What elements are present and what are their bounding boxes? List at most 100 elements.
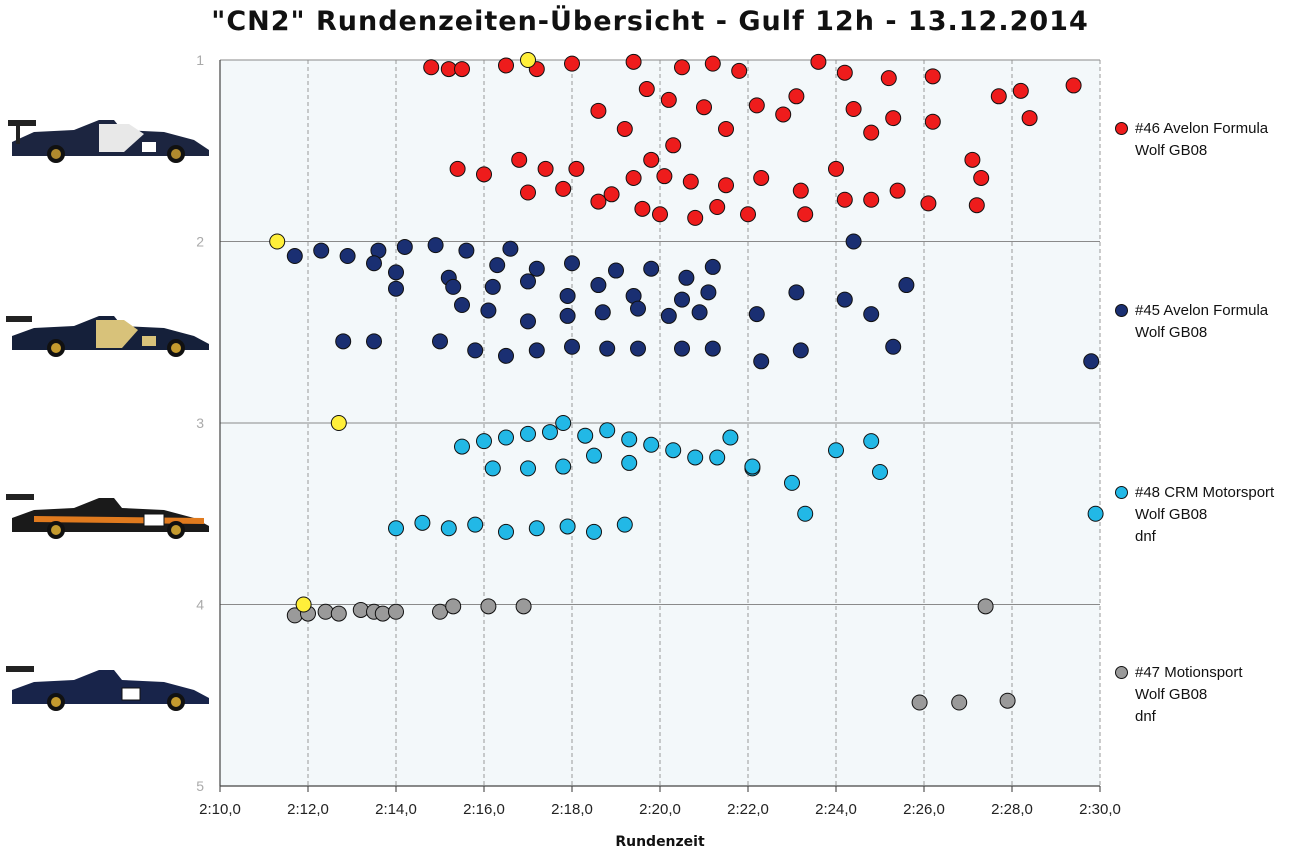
data-point <box>638 81 655 98</box>
data-point <box>863 191 880 208</box>
data-point <box>476 166 492 183</box>
data-point <box>660 91 677 108</box>
data-point <box>374 605 391 622</box>
data-point <box>731 62 748 79</box>
data-point <box>643 151 660 168</box>
data-point <box>577 427 594 444</box>
data-point <box>674 291 690 308</box>
data-point <box>1021 110 1038 127</box>
data-point <box>889 182 906 199</box>
data-point <box>797 206 814 223</box>
data-point <box>388 603 404 620</box>
data-point <box>656 168 673 185</box>
data-point <box>590 193 607 210</box>
data-point <box>449 160 466 177</box>
data-point <box>335 333 352 350</box>
data-point <box>352 601 369 618</box>
data-point <box>528 520 545 537</box>
data-point <box>621 431 638 448</box>
data-point <box>920 195 937 212</box>
data-point <box>704 55 721 72</box>
y-tick-label: 1 <box>196 52 204 68</box>
data-point <box>388 280 404 297</box>
data-point <box>872 464 888 481</box>
y-tick-label: 3 <box>196 415 204 431</box>
data-point <box>704 258 721 275</box>
data-point <box>445 598 462 615</box>
data-point <box>836 64 853 81</box>
data-point <box>748 306 765 323</box>
data-point <box>792 342 809 359</box>
data-point <box>898 277 915 294</box>
data-point <box>1065 77 1082 94</box>
x-tick-label: 2:12,0 <box>287 801 329 818</box>
data-point <box>476 433 492 450</box>
legend-label: Wolf GB08 <box>1135 324 1208 341</box>
data-point <box>440 520 457 537</box>
data-point <box>740 206 756 223</box>
data-point <box>520 184 536 201</box>
data-point <box>594 304 611 321</box>
data-point <box>643 436 660 453</box>
data-point <box>1083 353 1100 370</box>
data-point <box>674 340 690 357</box>
data-point <box>810 53 827 70</box>
data-point <box>542 424 558 441</box>
highlight-point <box>295 596 312 613</box>
legend-marker <box>1115 486 1128 499</box>
data-point <box>630 340 646 357</box>
x-tick-label: 2:10,0 <box>199 801 241 818</box>
data-point <box>480 598 497 615</box>
legend-entry: #47 Motionsport Wolf GB08 dnf <box>1115 662 1243 728</box>
data-point <box>836 291 853 308</box>
data-point <box>665 442 682 459</box>
horizontal-gridlines <box>219 59 1100 787</box>
data-point <box>748 97 765 114</box>
data-point <box>502 240 519 257</box>
data-point <box>608 262 624 279</box>
data-point <box>520 460 536 477</box>
data-point <box>317 603 334 620</box>
data-point <box>880 70 897 87</box>
data-point <box>999 692 1016 709</box>
data-point <box>718 120 734 137</box>
car-46-image <box>8 120 209 163</box>
data-point <box>687 209 704 226</box>
highlight-point <box>330 415 347 431</box>
data-point <box>388 520 404 537</box>
data-point <box>555 180 572 197</box>
data-point <box>330 605 347 622</box>
data-point <box>775 106 792 123</box>
data-point <box>968 197 985 214</box>
x-tick-label: 2:26,0 <box>903 801 945 818</box>
legend-label: #46 Avelon Formula <box>1135 120 1269 137</box>
data-point <box>520 313 536 330</box>
data-point <box>863 306 880 323</box>
data-point <box>700 284 717 301</box>
data-point <box>586 447 602 464</box>
car-48-image <box>6 494 209 539</box>
data-point <box>498 523 514 540</box>
data-point <box>797 505 814 522</box>
legend-label: Wolf GB08 <box>1135 506 1208 523</box>
data-point <box>1087 505 1104 522</box>
legend-label: #48 CRM Motorsport <box>1135 484 1275 501</box>
y-tick-label: 2 <box>196 234 204 250</box>
data-point <box>568 160 585 177</box>
legend-label: dnf <box>1135 528 1156 545</box>
x-tick-label: 2:28,0 <box>991 801 1033 818</box>
data-point <box>836 191 853 208</box>
data-point <box>643 260 660 277</box>
data-point <box>709 449 726 466</box>
data-point <box>722 429 739 446</box>
data-point <box>977 598 994 615</box>
data-point <box>621 454 638 471</box>
data-point <box>537 160 554 177</box>
data-point <box>480 302 497 319</box>
data-point <box>590 102 607 119</box>
data-points <box>269 52 1104 711</box>
legend-marker <box>1115 122 1128 135</box>
data-point <box>924 113 941 130</box>
data-point <box>559 307 576 324</box>
